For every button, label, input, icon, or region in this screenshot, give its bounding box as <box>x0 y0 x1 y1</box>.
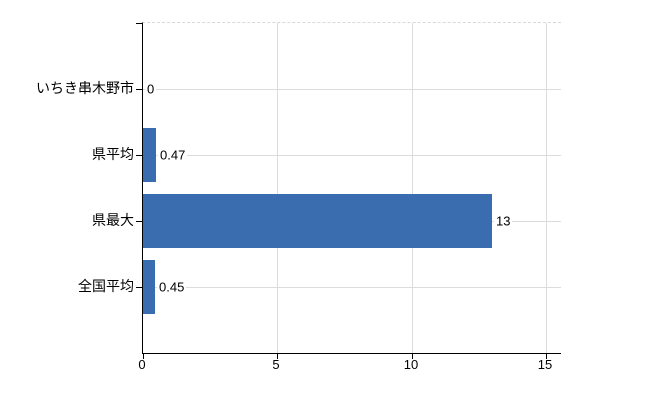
bar-value-label: 0.47 <box>158 147 188 163</box>
x-axis-tick <box>143 354 144 359</box>
category-label: 県平均 <box>92 146 134 162</box>
bar <box>143 260 155 314</box>
x-tick-label: 5 <box>272 357 280 372</box>
bar-value-label: 0.45 <box>157 279 187 295</box>
category-label: 全国平均 <box>78 278 134 294</box>
y-axis-top-tick <box>136 23 142 24</box>
x-tick-label: 0 <box>138 357 146 372</box>
x-gridline <box>412 23 413 353</box>
bar-value-label: 0 <box>145 81 157 97</box>
category-gridline <box>143 155 561 156</box>
x-tick-label: 15 <box>537 357 553 372</box>
bar <box>143 128 156 182</box>
bar <box>143 194 492 248</box>
y-axis-tick <box>136 89 142 90</box>
y-axis-tick <box>136 287 142 288</box>
x-gridline <box>277 23 278 353</box>
x-tick-label: 10 <box>403 357 419 372</box>
plot-area: 0 0.47 13 0.45 <box>136 22 561 359</box>
x-axis-tick <box>277 354 278 359</box>
x-axis-tick <box>546 354 547 359</box>
bar-value-label: 13 <box>494 213 513 229</box>
x-axis-tick <box>412 354 413 359</box>
y-axis-tick <box>136 155 142 156</box>
category-gridline <box>143 89 561 90</box>
category-label: いちき串木野市 <box>36 80 134 96</box>
category-label: 県最大 <box>92 212 134 228</box>
category-gridline <box>143 287 561 288</box>
y-axis-tick <box>136 221 142 222</box>
x-gridline <box>546 23 547 353</box>
